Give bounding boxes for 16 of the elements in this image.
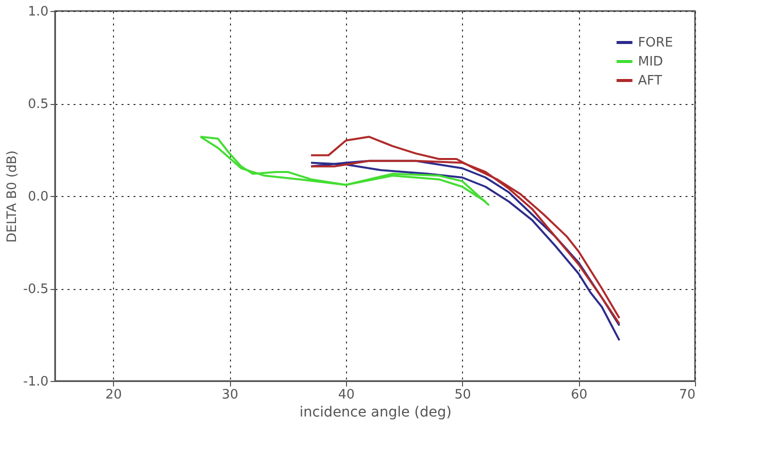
x-tick-label: 60 <box>570 388 588 402</box>
y-tick-label: 1.0 <box>28 4 48 20</box>
y-tick-label: -1.0 <box>23 374 48 390</box>
x-tick-label: 20 <box>105 388 122 402</box>
legend-label: MID <box>638 54 664 70</box>
legend-label: FORE <box>638 36 673 50</box>
x-tick-label: 70 <box>678 388 696 402</box>
x-tick-label: 50 <box>454 388 472 402</box>
y-tick-label: 0.0 <box>28 190 48 204</box>
y-tick-label: 0.5 <box>28 97 48 112</box>
x-tick-label: 40 <box>338 388 355 402</box>
legend-label: AFT <box>638 74 662 88</box>
x-tick-label: 30 <box>222 388 238 402</box>
y-tick-label: -0.5 <box>23 282 48 297</box>
y-axis-title: DELTA B0 (dB) <box>5 150 20 243</box>
x-axis-title: incidence angle (deg) <box>299 404 452 420</box>
